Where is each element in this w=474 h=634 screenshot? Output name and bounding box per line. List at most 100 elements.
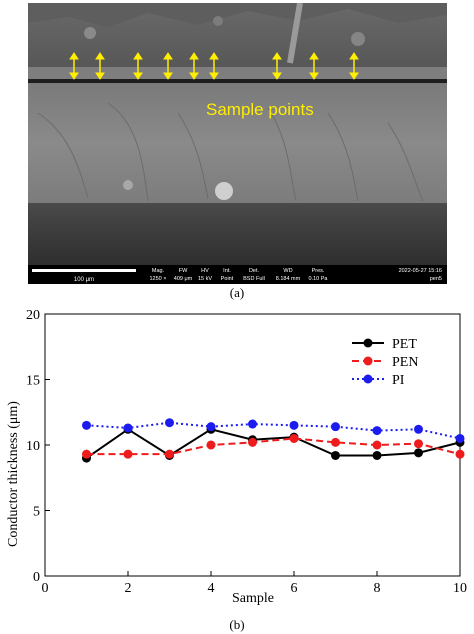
y-tick-label: 5 — [33, 505, 40, 520]
legend-item: PEN — [352, 355, 418, 370]
data-point — [165, 449, 174, 459]
data-point — [82, 420, 91, 430]
data-point — [123, 449, 133, 459]
info-header: FW — [179, 268, 188, 274]
sem-image: 100 μm Mag. FW HV Int. Det. WD Pres. 125… — [28, 3, 447, 284]
data-point — [289, 420, 299, 430]
data-point — [414, 439, 423, 449]
double-arrow-icon — [209, 52, 219, 80]
y-axis-label: Conductor thickness (μm) — [6, 401, 21, 547]
legend-item: PET — [352, 337, 417, 352]
double-arrow-icon — [309, 52, 319, 80]
legend-marker — [363, 356, 373, 366]
double-arrow-icon — [133, 52, 143, 80]
scale-bar — [32, 269, 136, 272]
data-point — [331, 450, 340, 460]
data-point — [82, 449, 91, 459]
data-point — [372, 450, 382, 460]
particle — [84, 27, 96, 39]
x-tick-label: 10 — [453, 581, 467, 596]
x-tick-label: 0 — [42, 581, 49, 596]
data-point — [455, 449, 465, 459]
x-tick-label: 6 — [291, 581, 298, 596]
particle — [351, 32, 365, 46]
chart-svg: 0 2 4 6 8 10 0 5 10 15 20 PET PEN PI Sample Conducto… — [6, 308, 467, 606]
data-point — [372, 440, 382, 450]
info-values: 1250 × 409 μm 15 kV Point BSD Full 8.184… — [150, 276, 329, 282]
info-value: 0.10 Pa — [309, 276, 329, 282]
legend-item: PI — [352, 373, 405, 388]
series-pen — [82, 433, 465, 459]
legend: PET PEN PI — [352, 337, 418, 388]
x-axis-label: Sample — [232, 591, 274, 606]
series-layer — [82, 418, 465, 463]
y-tick-label: 20 — [26, 308, 40, 323]
legend-label: PEN — [392, 355, 418, 370]
double-arrow-icon — [69, 52, 79, 80]
double-arrow-icon — [95, 52, 105, 80]
interface-line — [28, 79, 447, 83]
data-point — [414, 424, 423, 434]
series-line — [85, 428, 461, 459]
data-point — [372, 426, 382, 436]
data-point — [248, 437, 257, 447]
caption-b: (b) — [229, 617, 245, 632]
sem-micrograph: 100 μm Mag. FW HV Int. Det. WD Pres. 125… — [28, 3, 447, 284]
series-line — [86, 421, 461, 440]
series-pi — [82, 418, 465, 443]
data-point — [248, 419, 257, 429]
conductor-layer — [28, 67, 447, 79]
info-value: 15 kV — [198, 276, 212, 282]
info-value: Point — [221, 276, 234, 282]
scale-bar-label: 100 μm — [74, 277, 94, 283]
double-arrow-icon — [189, 52, 199, 80]
info-header: Int. — [223, 268, 231, 274]
user-label: pen5 — [430, 276, 442, 282]
info-header: Det. — [249, 268, 260, 274]
caption-a: (a) — [229, 285, 245, 300]
x-tick-label: 2 — [125, 581, 132, 596]
double-arrow-icon — [163, 52, 173, 80]
particle — [123, 180, 133, 190]
data-point — [455, 433, 465, 443]
y-tick-label: 15 — [26, 374, 40, 389]
data-point — [414, 448, 423, 458]
surface-texture — [28, 3, 447, 27]
data-point — [331, 437, 340, 447]
double-arrow-icon — [272, 52, 282, 80]
sample-point-arrows — [69, 52, 359, 80]
info-value: BSD Full — [243, 276, 265, 282]
info-header: WD — [283, 268, 292, 274]
data-point — [165, 418, 174, 428]
info-header: HV — [201, 268, 209, 274]
base-region — [28, 203, 447, 265]
data-point — [206, 422, 216, 432]
info-headers: Mag. FW HV Int. Det. WD Pres. — [152, 268, 325, 274]
info-value: 1250 × — [150, 276, 167, 282]
legend-label: PI — [392, 373, 405, 388]
data-point — [331, 422, 340, 432]
data-point — [123, 423, 133, 433]
sample-points-label: Sample points — [206, 100, 314, 119]
substrate-region — [28, 83, 447, 203]
data-point — [289, 433, 299, 443]
double-arrow-icon — [349, 52, 359, 80]
info-header: Mag. — [152, 268, 165, 274]
bright-particle — [215, 182, 233, 200]
thickness-chart: 0 2 4 6 8 10 0 5 10 15 20 PET PEN PI Sample Conducto… — [0, 300, 474, 634]
y-tick-label: 0 — [33, 570, 40, 585]
data-point — [206, 440, 216, 450]
info-header: Pres. — [312, 268, 325, 274]
info-value: 409 μm — [174, 276, 193, 282]
particle — [213, 16, 223, 26]
info-value: 8.184 mm — [276, 276, 301, 282]
legend-marker — [363, 374, 373, 384]
legend-label: PET — [392, 337, 417, 352]
fracture-lines — [37, 102, 424, 202]
series-line — [86, 437, 461, 456]
legend-marker — [363, 338, 373, 348]
fiber-debris — [287, 3, 303, 64]
x-tick-label: 8 — [374, 581, 381, 596]
y-tick-label: 10 — [26, 439, 40, 454]
x-tick-label: 4 — [208, 581, 215, 596]
